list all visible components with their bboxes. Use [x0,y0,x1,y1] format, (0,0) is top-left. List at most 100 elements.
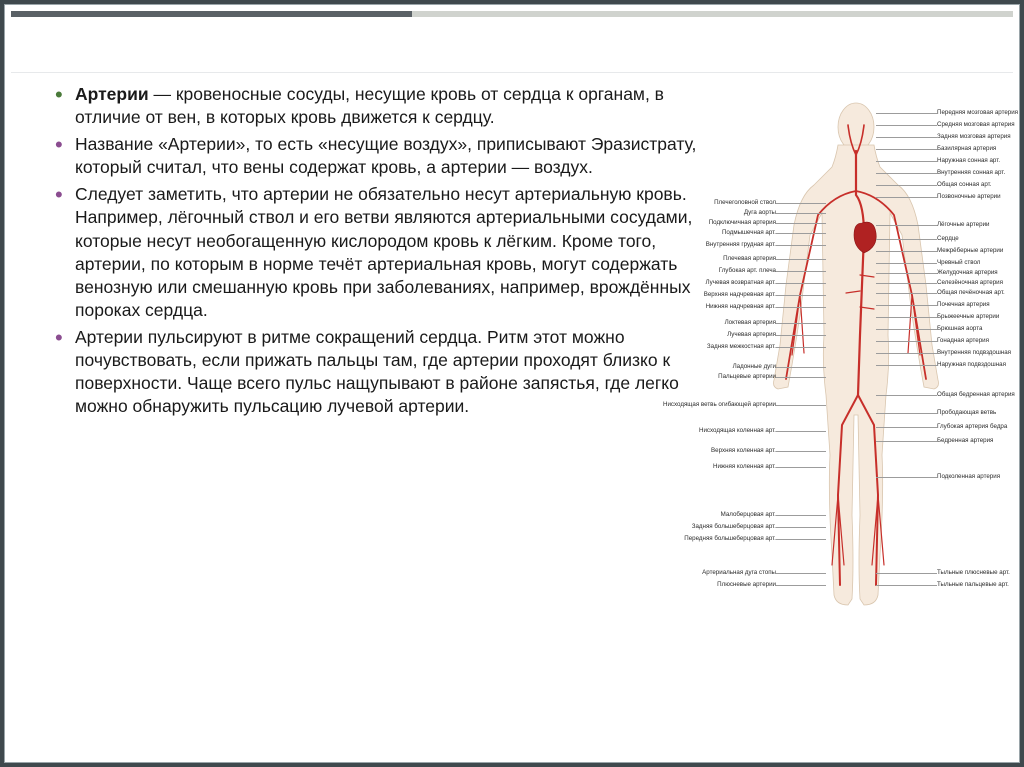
anatomy-label: Общая бедренная артерия [937,392,1015,399]
anatomy-label: Позвоночные артерии [937,194,1001,201]
anatomy-figure: Плечеголовной стволДуга аортыПодключична… [714,95,999,615]
leader-line [876,293,937,294]
leader-line [776,203,826,204]
leader-line [876,395,937,396]
anatomy-label: Лучевая возвратная арт. [706,280,776,287]
anatomy-label: Плечевая артерия [723,256,776,263]
anatomy-label: Лёгочные артерии [937,222,989,229]
anatomy-label: Лучевая артерия [727,332,776,339]
anatomy-label: Тыльные плюсневые арт. [937,570,1010,577]
leader-line [776,451,826,452]
anatomy-label: Задняя большеберцовая арт. [692,524,776,531]
leader-line [776,307,826,308]
slide-frame: Артерии — кровеносные сосуды, несущие кр… [4,4,1020,763]
leader-line [776,271,826,272]
leader-line [876,161,937,162]
bullet-item: Название «Артерии», то есть «несущие воз… [49,133,699,179]
leader-line [876,441,937,442]
accent-bar [11,11,1013,17]
anatomy-label: Наружная сонная арт. [937,158,1000,165]
leader-line [876,329,937,330]
leader-line [876,427,937,428]
leader-line [776,527,826,528]
anatomy-label: Базилярная артерия [937,146,996,153]
bullet-lead: Артерии [75,84,149,104]
leader-line [876,283,937,284]
leader-line [776,283,826,284]
leader-line [876,173,937,174]
leader-line [776,467,826,468]
leader-line [876,225,937,226]
anatomy-label: Наружная подвздошная [937,362,1006,369]
leader-line [776,431,826,432]
bullet-list: Артерии — кровеносные сосуды, несущие кр… [49,83,699,418]
anatomy-label: Подключичная артерия [709,220,776,227]
anatomy-label: Задняя межкостная арт. [707,344,776,351]
anatomy-label: Нижняя надчревная арт. [706,304,776,311]
anatomy-label: Плечеголовной ствол [714,200,776,207]
bullet-text: — кровеносные сосуды, несущие кровь от с… [75,84,664,127]
anatomy-label: Локтевая артерия [725,320,776,327]
anatomy-label: Желудочная артерия [937,270,998,277]
leader-line [876,413,937,414]
leader-line [776,515,826,516]
leader-line [876,573,937,574]
leader-line [776,573,826,574]
anatomy-label: Средняя мозговая артерия [937,122,1015,129]
anatomy-label: Верхняя надчревная арт. [704,292,776,299]
leader-line [776,213,826,214]
leader-line [776,233,826,234]
anatomy-label: Прободающая ветвь [937,410,996,417]
leader-line [876,477,937,478]
anatomy-label: Межрёберные артерии [937,248,1003,255]
leader-line [776,377,826,378]
leader-line [876,185,937,186]
anatomy-label: Нисходящая коленная арт. [699,428,776,435]
anatomy-label: Чревный ствол [937,260,980,267]
anatomy-label: Передняя большеберцовая арт. [684,536,776,543]
anatomy-label: Передняя мозговая артерия [937,110,1018,117]
leader-line [776,245,826,246]
leader-line [776,259,826,260]
anatomy-label: Внутренняя подвздошная [937,350,1011,357]
leader-line [876,149,937,150]
leader-line [876,263,937,264]
anatomy-label: Внутренняя сонная арт. [937,170,1005,177]
anatomy-label: Гонадная артерия [937,338,989,345]
anatomy-label: Сердце [937,236,959,243]
leader-line [876,113,937,114]
leader-line [876,585,937,586]
leader-line [776,347,826,348]
anatomy-label: Общая печёночная арт. [937,290,1005,297]
leader-line [876,125,937,126]
leader-line [776,223,826,224]
leader-line [876,273,937,274]
anatomy-label: Плюсневые артерии [717,582,776,589]
text-content: Артерии — кровеносные сосуды, несущие кр… [49,83,699,742]
anatomy-label: Артериальная дуга стопы [702,570,776,577]
anatomy-label: Подколенная артерия [937,474,1000,481]
leader-line [876,353,937,354]
anatomy-label: Задняя мозговая артерия [937,134,1011,141]
anatomy-label: Малоберцовая арт. [721,512,776,519]
leader-line [776,295,826,296]
anatomy-label: Внутренняя грудная арт. [706,242,776,249]
anatomy-label: Брыжеечные артерии [937,314,999,321]
leader-line [876,341,937,342]
bullet-text: Артерии пульсируют в ритме сокращений се… [75,327,679,416]
leader-line [876,365,937,366]
leader-line [776,539,826,540]
leader-line [776,405,826,406]
leader-line [876,317,937,318]
anatomy-label: Нижняя коленная арт. [713,464,776,471]
leader-line [776,585,826,586]
anatomy-label: Тыльные пальцевые арт. [937,582,1009,589]
bullet-text: Название «Артерии», то есть «несущие воз… [75,134,696,177]
anatomy-label: Дуга аорты [744,210,776,217]
anatomy-label: Бедренная артерия [937,438,993,445]
leader-line [876,137,937,138]
leader-line [776,335,826,336]
leader-line [876,239,937,240]
bullet-item: Артерии — кровеносные сосуды, несущие кр… [49,83,699,129]
anatomy-label: Верхняя коленная арт. [711,448,776,455]
